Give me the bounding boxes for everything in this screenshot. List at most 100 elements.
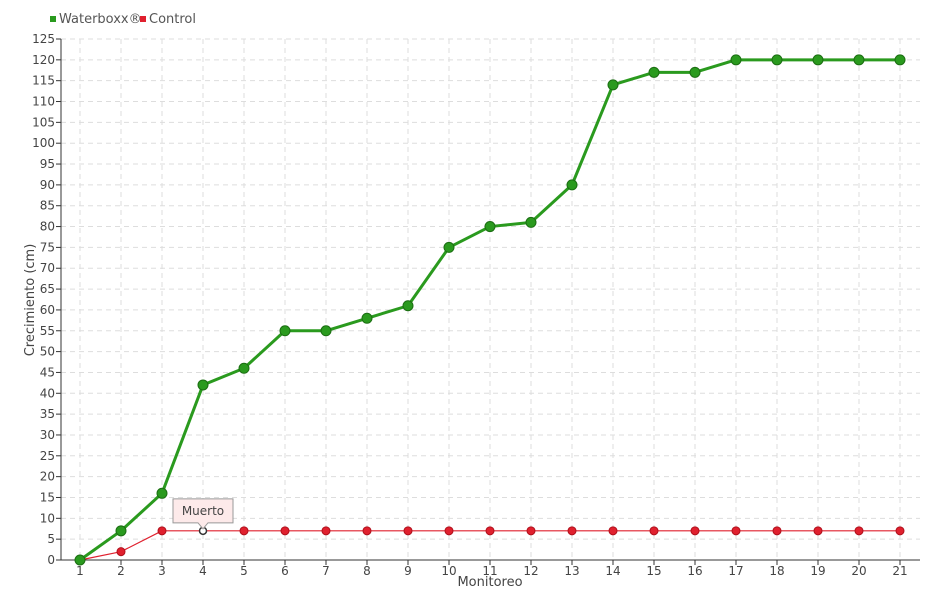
x-tick-label: 10: [441, 564, 456, 578]
data-point: [320, 325, 332, 337]
y-tick-label: 40: [40, 386, 55, 400]
data-point: [444, 526, 454, 536]
data-point: [157, 526, 167, 536]
x-tick-label: 6: [281, 564, 289, 578]
legend-swatch-waterboxx: [50, 16, 56, 22]
grid: [61, 38, 920, 561]
x-tick-label: 9: [404, 564, 412, 578]
annotation-box: [172, 498, 234, 530]
y-tick-label: 20: [40, 470, 55, 484]
data-point: [402, 300, 414, 312]
data-point: [116, 547, 126, 557]
data-point: [526, 526, 536, 536]
x-tick-label: 20: [851, 564, 866, 578]
data-point: [607, 79, 619, 91]
x-tick-label: 13: [564, 564, 579, 578]
x-tick-label: 7: [322, 564, 330, 578]
data-point: [731, 526, 741, 536]
data-point: [648, 66, 660, 78]
data-point: [525, 216, 537, 228]
data-point: [771, 54, 783, 66]
data-point: [321, 526, 331, 536]
y-tick-label: 25: [40, 449, 55, 463]
data-point: [567, 526, 577, 536]
y-tick-label: 30: [40, 428, 55, 442]
y-tick-label: 45: [40, 365, 55, 379]
data-point: [485, 526, 495, 536]
data-point: [74, 554, 86, 566]
data-point: [238, 362, 250, 374]
legend[interactable]: Waterboxx® Control: [50, 12, 196, 27]
data-point: [895, 526, 905, 536]
data-point: [894, 54, 906, 66]
legend-label-waterboxx: Waterboxx®: [59, 12, 142, 27]
x-tick-label: 3: [158, 564, 166, 578]
y-tick-label: 95: [40, 157, 55, 171]
annotation-layer: Muerto: [172, 498, 234, 530]
data-point: [608, 526, 618, 536]
x-tick-label: 18: [769, 564, 784, 578]
data-point: [156, 487, 168, 499]
legend-label-control: Control: [149, 12, 196, 27]
data-point: [403, 526, 413, 536]
y-axis-title: Crecimiento (cm): [23, 244, 38, 357]
data-point: [689, 66, 701, 78]
y-tick-label: 15: [40, 490, 55, 504]
y-tick-label: 125: [32, 32, 55, 46]
data-point: [197, 379, 209, 391]
x-tick-label: 11: [482, 564, 497, 578]
data-point: [649, 526, 659, 536]
data-point: [854, 526, 864, 536]
data-point: [239, 526, 249, 536]
x-tick-label: 5: [240, 564, 248, 578]
data-point: [772, 526, 782, 536]
y-tick-label: 105: [32, 115, 55, 129]
data-point: [279, 325, 291, 337]
y-tick-label: 70: [40, 261, 55, 275]
y-tick-label: 90: [40, 178, 55, 192]
data-point: [115, 525, 127, 537]
y-tick-label: 10: [40, 511, 55, 525]
data-point: [813, 526, 823, 536]
y-tick-label: 115: [32, 74, 55, 88]
series-layer: [74, 54, 906, 566]
y-tick-label: 120: [32, 53, 55, 67]
x-tick-label: 4: [199, 564, 207, 578]
legend-swatch-control: [140, 16, 146, 22]
x-tick-label: 8: [363, 564, 371, 578]
y-tick-label: 75: [40, 240, 55, 254]
y-tick-label: 65: [40, 282, 55, 296]
x-tick-label: 17: [728, 564, 743, 578]
y-tick-label: 60: [40, 303, 55, 317]
legend-item-waterboxx[interactable]: Waterboxx®: [50, 12, 142, 27]
annotation-tooltip: Muerto: [172, 498, 234, 530]
x-tick-label: 2: [117, 564, 125, 578]
data-point: [280, 526, 290, 536]
data-point: [853, 54, 865, 66]
y-tick-label: 0: [47, 553, 55, 567]
y-tick-label: 35: [40, 407, 55, 421]
x-tick-label: 14: [605, 564, 620, 578]
y-tick-label: 50: [40, 345, 55, 359]
y-tick-label: 55: [40, 324, 55, 338]
data-point: [730, 54, 742, 66]
data-point: [690, 526, 700, 536]
x-tick-label: 15: [646, 564, 661, 578]
data-point: [484, 221, 496, 233]
data-point: [362, 526, 372, 536]
data-point: [566, 179, 578, 191]
data-point: [361, 312, 373, 324]
x-tick-label: 12: [523, 564, 538, 578]
y-tick-label: 80: [40, 220, 55, 234]
y-tick-label: 110: [32, 95, 55, 109]
annotation-label: Muerto: [182, 504, 224, 518]
legend-item-control[interactable]: Control: [140, 12, 196, 27]
y-axis-ticks: 0 5 10 15 20 25 30 35 40 45 50 55 60 65 70 75 80 85 90 95 10…: [32, 32, 61, 567]
data-point: [443, 241, 455, 253]
x-tick-label: 19: [810, 564, 825, 578]
series-waterboxx: [74, 54, 906, 566]
y-tick-label: 85: [40, 199, 55, 213]
y-tick-label: 100: [32, 136, 55, 150]
x-tick-label: 16: [687, 564, 702, 578]
